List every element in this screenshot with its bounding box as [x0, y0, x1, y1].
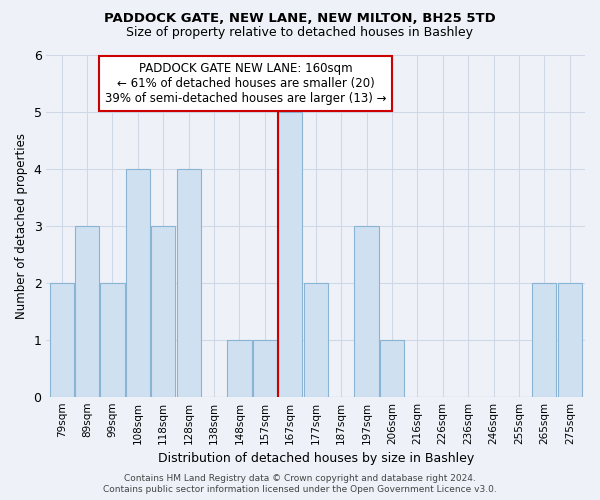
X-axis label: Distribution of detached houses by size in Bashley: Distribution of detached houses by size … [158, 452, 474, 465]
Bar [126, 169, 150, 396]
Bar [100, 283, 125, 397]
Bar [380, 340, 404, 396]
Bar [278, 112, 302, 397]
Bar [176, 169, 201, 396]
Text: PADDOCK GATE NEW LANE: 160sqm
← 61% of detached houses are smaller (20)
39% of s: PADDOCK GATE NEW LANE: 160sqm ← 61% of d… [105, 62, 386, 105]
Bar [304, 283, 328, 397]
Bar [532, 283, 556, 397]
Bar [253, 340, 277, 396]
Bar [355, 226, 379, 396]
Bar [227, 340, 251, 396]
Y-axis label: Number of detached properties: Number of detached properties [15, 133, 28, 319]
Text: Size of property relative to detached houses in Bashley: Size of property relative to detached ho… [127, 26, 473, 39]
Bar [151, 226, 175, 396]
Bar [75, 226, 99, 396]
Bar [557, 283, 582, 397]
Bar [50, 283, 74, 397]
Text: PADDOCK GATE, NEW LANE, NEW MILTON, BH25 5TD: PADDOCK GATE, NEW LANE, NEW MILTON, BH25… [104, 12, 496, 26]
Text: Contains HM Land Registry data © Crown copyright and database right 2024.
Contai: Contains HM Land Registry data © Crown c… [103, 474, 497, 494]
